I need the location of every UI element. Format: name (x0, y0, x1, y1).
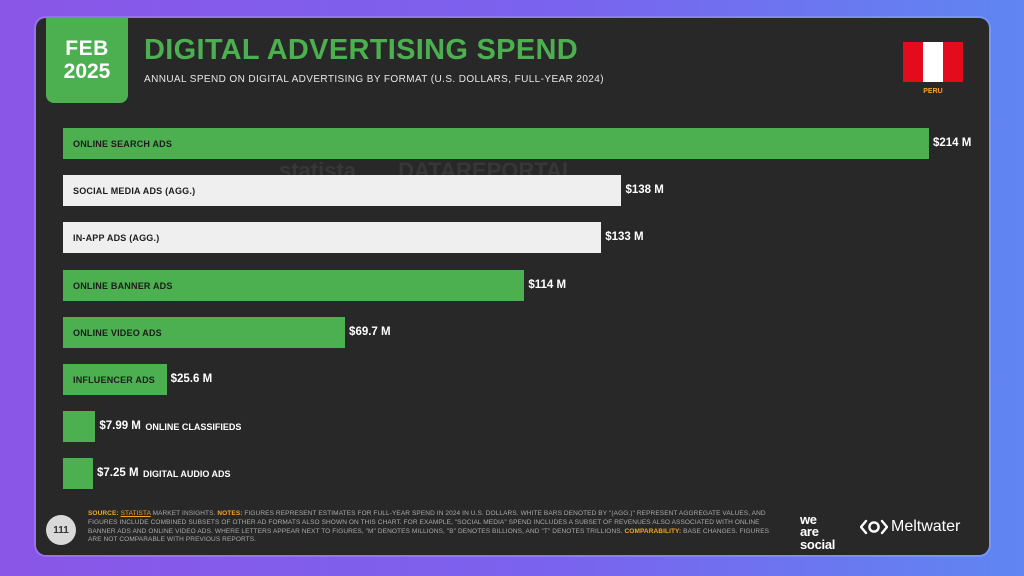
peru-flag-icon (903, 42, 963, 82)
bar-category-label: DIGITAL AUDIO ADS (143, 469, 231, 480)
we-are-social-logo: we are social (800, 512, 836, 552)
source-text: MARKET INSIGHTS. (152, 510, 216, 517)
meltwater-wordmark: Meltwater (891, 518, 961, 535)
slide: FEB 2025 DIGITAL ADVERTISING SPEND ANNUA… (36, 18, 989, 555)
bar-value-label: $214 M (933, 137, 972, 149)
page-title: DIGITAL ADVERTISING SPEND (144, 34, 578, 66)
date-month: FEB (65, 37, 109, 61)
bar-category-label: ONLINE CLASSIFIEDS (145, 422, 242, 433)
flag-stripe-left (903, 42, 923, 82)
bar-3 (63, 269, 525, 301)
bar-value-label: $133 M (605, 231, 644, 244)
date-year: 2025 (63, 59, 111, 83)
notes-text: FIGURES REPRESENT ESTIMATES FOR FULL-YEA… (88, 510, 766, 535)
footnote: SOURCE: STATISTA MARKET INSIGHTS. NOTES:… (88, 510, 778, 545)
bar-value-label: $7.99 M (99, 420, 141, 433)
bar-value-label: $114 M (528, 278, 567, 291)
source-link[interactable]: STATISTA (120, 510, 151, 517)
bar-value-label: $138 M (625, 184, 664, 197)
logo-word-are: are (800, 524, 819, 540)
country-label: PERU (923, 88, 943, 95)
bar-value-label: $7.25 M (97, 467, 139, 480)
meltwater-mark-icon (860, 519, 888, 535)
meltwater-logo: Meltwater (860, 518, 960, 536)
source-label: SOURCE: (88, 510, 119, 517)
bar-5 (63, 364, 167, 395)
logo-word-we: we (800, 512, 817, 527)
date-badge: FEB 2025 (46, 18, 128, 103)
comparability-label: COMPARABILITY: (624, 527, 682, 535)
bar-category-label: ONLINE SEARCH ADS (73, 139, 173, 149)
page-subtitle: ANNUAL SPEND ON DIGITAL ADVERTISING BY F… (144, 74, 604, 85)
bar-chart: $214 M ONLINE SEARCH ADS $138 M SOCIAL MEDI… (36, 18, 989, 555)
comparability-text: BASE CHANGES. FIGURES ARE NOT COMPARABLE… (88, 527, 770, 544)
bar-category-label: SOCIAL MEDIA ADS (AGG.) (73, 186, 196, 197)
bar-6 (63, 411, 96, 443)
bar-category-label: IN-APP ADS (AGG.) (73, 233, 160, 244)
flag-stripe-right (943, 42, 963, 82)
flag-stripe-center (923, 42, 943, 82)
bar-category-label: INFLUENCER ADS (73, 375, 155, 385)
bar-4 (63, 316, 346, 348)
bar-1 (63, 175, 622, 207)
bar-value-label: $69.7 M (349, 325, 391, 338)
bar-2 (63, 222, 602, 254)
page-number: 111 (46, 515, 76, 545)
bar-value-label: $25.6 M (170, 373, 213, 385)
logo-word-social: social (800, 536, 836, 552)
notes-label: NOTES: (217, 510, 243, 517)
bar-category-label: ONLINE VIDEO ADS (73, 327, 162, 338)
bar-category-label: ONLINE BANNER ADS (73, 280, 173, 291)
bar-7 (63, 458, 93, 490)
bar-0 (63, 128, 929, 159)
